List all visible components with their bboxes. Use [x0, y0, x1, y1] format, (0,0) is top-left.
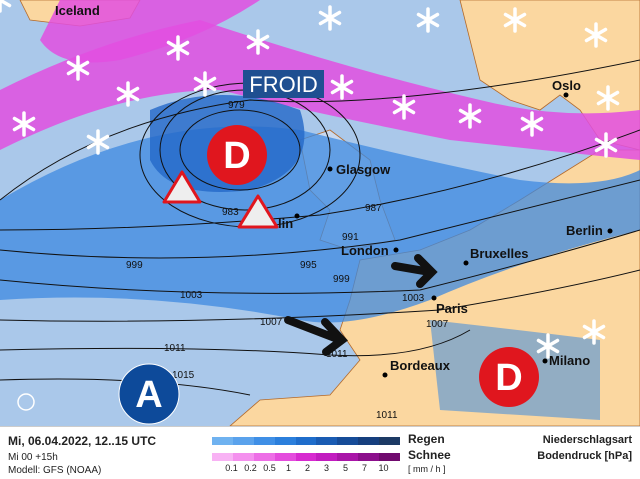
color-swatch [232, 437, 254, 445]
snow-colorbar [212, 453, 401, 461]
city-glasgow: Glasgow [336, 162, 391, 177]
city-milano: Milano [549, 353, 590, 368]
froid-label: FROID [249, 72, 317, 97]
tick-label: 1 [285, 463, 291, 473]
isobar-label: 1007 [260, 317, 283, 328]
isobar-label: 1015 [172, 370, 195, 381]
city-iceland: Iceland [55, 3, 100, 18]
color-swatch [379, 437, 401, 445]
isobar-label: 995 [300, 260, 317, 271]
color-swatch [274, 437, 296, 445]
forecast-run: Mi 00 +15h [8, 452, 58, 463]
wind-arrow-icons [284, 254, 438, 356]
isobar-label: 1011 [376, 410, 398, 421]
color-swatch [295, 453, 317, 461]
isobar-label: 999 [333, 274, 350, 285]
city-berlin: Berlin [566, 223, 603, 238]
low-pressure-marker: D [479, 347, 539, 407]
color-swatch [316, 437, 338, 445]
city-dublin: lin [278, 216, 293, 231]
svg-text:D: D [495, 357, 522, 399]
city-labels: Iceland Oslo Glasgow lin London Bruxelle… [55, 3, 613, 378]
snow-label: Schnee [408, 448, 451, 462]
isobar-label: 1003 [180, 290, 203, 301]
color-swatch [379, 453, 401, 461]
color-swatch [212, 453, 233, 461]
isobar-label: 999 [126, 260, 143, 271]
isobar-label: 1003 [402, 293, 425, 304]
city-london: London [341, 243, 389, 258]
svg-text:D: D [223, 135, 250, 177]
isobar-label: 991 [342, 232, 359, 243]
tick-label: 0.1 [225, 463, 238, 473]
rain-label: Regen [408, 432, 445, 446]
unit-label: [ mm / h ] [408, 464, 446, 474]
forecast-model: Modell: GFS (NOAA) [8, 465, 102, 476]
color-swatch [253, 437, 275, 445]
pressure-label: Bodendruck [hPa] [537, 450, 632, 462]
isobar-label: 987 [365, 203, 382, 214]
globe-icon[interactable] [17, 393, 35, 411]
isobar-label: 983 [222, 207, 239, 218]
rain-band [0, 126, 640, 323]
wind-warning-icon [162, 170, 279, 229]
color-swatch [274, 453, 296, 461]
color-swatch [337, 437, 359, 445]
snowflake-icons [0, 0, 620, 359]
froid-badge [243, 70, 324, 98]
isobar-label: 1007 [426, 319, 449, 330]
color-swatch [316, 453, 338, 461]
high-pressure-marker: A [118, 363, 180, 425]
isobar-labels: 979 983 987 991 995 999 999 1003 1003 10… [126, 100, 449, 421]
tick-label: 0.2 [244, 463, 257, 473]
color-swatch [295, 437, 317, 445]
low-pressure-marker: D [207, 125, 267, 185]
weather-map: 979 983 987 991 995 999 999 1003 1003 10… [0, 0, 640, 426]
tick-label: 0.5 [263, 463, 276, 473]
isobar-label: 1011 [326, 349, 348, 360]
tick-label: 7 [361, 463, 367, 473]
svg-text:A: A [135, 374, 162, 416]
tick-label: 2 [304, 463, 310, 473]
rain-colorbar [212, 437, 401, 445]
city-paris: Paris [436, 301, 468, 316]
tick-label: 10 [378, 463, 389, 473]
forecast-datetime: Mi, 06.04.2022, 12..15 UTC [8, 434, 157, 448]
color-swatch [232, 453, 254, 461]
tick-label: 3 [323, 463, 329, 473]
isobar-label: 1011 [164, 343, 186, 354]
precip-type-label: Niederschlagsart [542, 434, 632, 446]
colorbar-ticks: 0.1 0.2 0.5 1 2 3 5 7 10 [222, 463, 393, 473]
color-swatch [212, 437, 233, 445]
city-bruxelles: Bruxelles [470, 246, 529, 261]
color-swatch [253, 453, 275, 461]
city-bordeaux: Bordeaux [390, 358, 451, 373]
legend: Mi, 06.04.2022, 12..15 UTC Mi 00 +15h Mo… [0, 426, 640, 479]
isobar-label: 979 [228, 100, 245, 111]
color-swatch [358, 437, 380, 445]
color-swatch [337, 453, 359, 461]
color-swatch [358, 453, 380, 461]
city-oslo: Oslo [552, 78, 581, 93]
tick-label: 5 [342, 463, 348, 473]
